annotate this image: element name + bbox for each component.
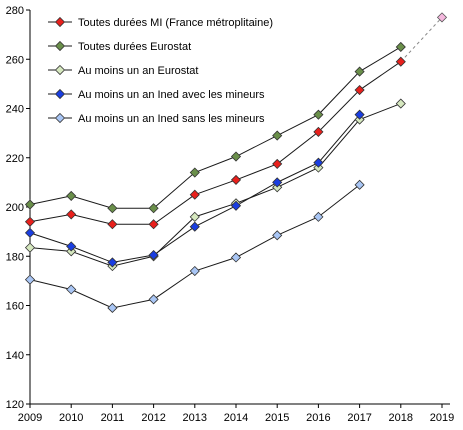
series-4-point xyxy=(66,241,77,252)
series-4-point xyxy=(148,249,159,261)
y-tick-label: 280 xyxy=(6,5,24,17)
series-5-point xyxy=(148,294,159,305)
legend-label-3: Au moins un an Eurostat xyxy=(78,65,198,77)
series-4-point xyxy=(230,200,242,211)
series-4-point xyxy=(24,227,36,238)
series-layer xyxy=(24,12,448,314)
x-tick-label: 2011 xyxy=(101,412,125,424)
x-axis: 2009 2010 2011 2012 2013 2014 2015 2016 2017 2018… xyxy=(18,403,454,424)
series-1-point xyxy=(148,219,159,230)
series-3-point xyxy=(24,242,36,253)
series-2-point xyxy=(230,151,242,162)
x-tick-label: 2018 xyxy=(389,412,413,424)
legend-marker-3 xyxy=(54,64,66,76)
series-line-2 xyxy=(29,46,402,209)
series-5-point xyxy=(24,274,36,285)
y-tick-label: 160 xyxy=(6,301,24,313)
series-1-point xyxy=(230,174,242,185)
x-tick-label: 2010 xyxy=(59,412,83,424)
series-3-point xyxy=(395,98,406,109)
series-1-point xyxy=(313,126,324,137)
series-5-point xyxy=(107,302,118,314)
x-tick-label: 2017 xyxy=(347,412,371,424)
series-3-point xyxy=(189,211,200,222)
x-tick-label: 2012 xyxy=(141,412,165,424)
legend-marker-2 xyxy=(54,40,66,52)
series-5-point xyxy=(189,265,200,277)
series-1-point xyxy=(24,216,36,227)
legend-marker-4 xyxy=(54,88,66,100)
series-5-point xyxy=(230,252,242,263)
series-1-point xyxy=(272,158,283,169)
series-5-point xyxy=(313,211,324,222)
x-tick-label: 2019 xyxy=(430,412,454,424)
series-1-point xyxy=(189,189,200,200)
series-5-point xyxy=(272,230,283,241)
y-tick-label: 240 xyxy=(6,104,24,116)
legend: Toutes durées MI (France métroplitaine) T… xyxy=(48,16,273,125)
y-tick-label: 120 xyxy=(6,399,24,411)
legend-label-2: Toutes durées Eurostat xyxy=(78,41,191,53)
series-4-point xyxy=(313,157,324,168)
series-4-point xyxy=(107,257,118,268)
projection-point xyxy=(436,12,448,23)
legend-label-1: Toutes durées MI (France métroplitaine) xyxy=(78,17,273,29)
projection-line xyxy=(400,17,443,63)
legend-label-4: Au moins un an Ined avec les mineurs xyxy=(78,89,265,101)
y-axis: 120 140 160 180 200 220 240 260 280 xyxy=(6,5,31,411)
x-tick-label: 2014 xyxy=(224,412,248,424)
legend-label-5: Au moins un an Ined sans les mineurs xyxy=(78,113,265,125)
series-2-point xyxy=(66,190,77,201)
series-4-point xyxy=(272,177,283,188)
series-2-point xyxy=(189,167,200,178)
x-tick-label: 2016 xyxy=(306,412,330,424)
y-tick-label: 140 xyxy=(6,350,24,362)
series-1-point xyxy=(354,84,365,96)
series-2-point xyxy=(107,203,118,214)
legend-marker-1 xyxy=(54,16,66,28)
x-tick-label: 2013 xyxy=(183,412,207,424)
series-2-point xyxy=(313,109,324,120)
y-tick-label: 220 xyxy=(6,153,24,165)
series-line-4 xyxy=(29,114,360,263)
series-2-point xyxy=(272,130,283,141)
series-1-point xyxy=(66,209,77,220)
series-1-point xyxy=(395,56,406,67)
series-5-point xyxy=(354,179,365,190)
series-2-point xyxy=(24,199,36,210)
series-line-5 xyxy=(29,184,360,309)
series-1-point xyxy=(107,219,118,230)
series-4-point xyxy=(189,221,200,232)
y-tick-label: 200 xyxy=(6,202,24,214)
series-line-1 xyxy=(29,61,402,225)
series-2-point xyxy=(395,41,406,53)
x-tick-label: 2015 xyxy=(265,412,289,424)
y-tick-label: 180 xyxy=(6,251,24,263)
series-5-point xyxy=(66,284,77,295)
series-2-point xyxy=(148,203,159,214)
y-tick-label: 260 xyxy=(6,54,24,66)
x-tick-label: 2009 xyxy=(18,412,42,424)
series-2-point xyxy=(354,66,365,77)
legend-marker-5 xyxy=(54,112,66,124)
series-line-3 xyxy=(29,103,401,267)
series-4-point xyxy=(354,109,365,120)
